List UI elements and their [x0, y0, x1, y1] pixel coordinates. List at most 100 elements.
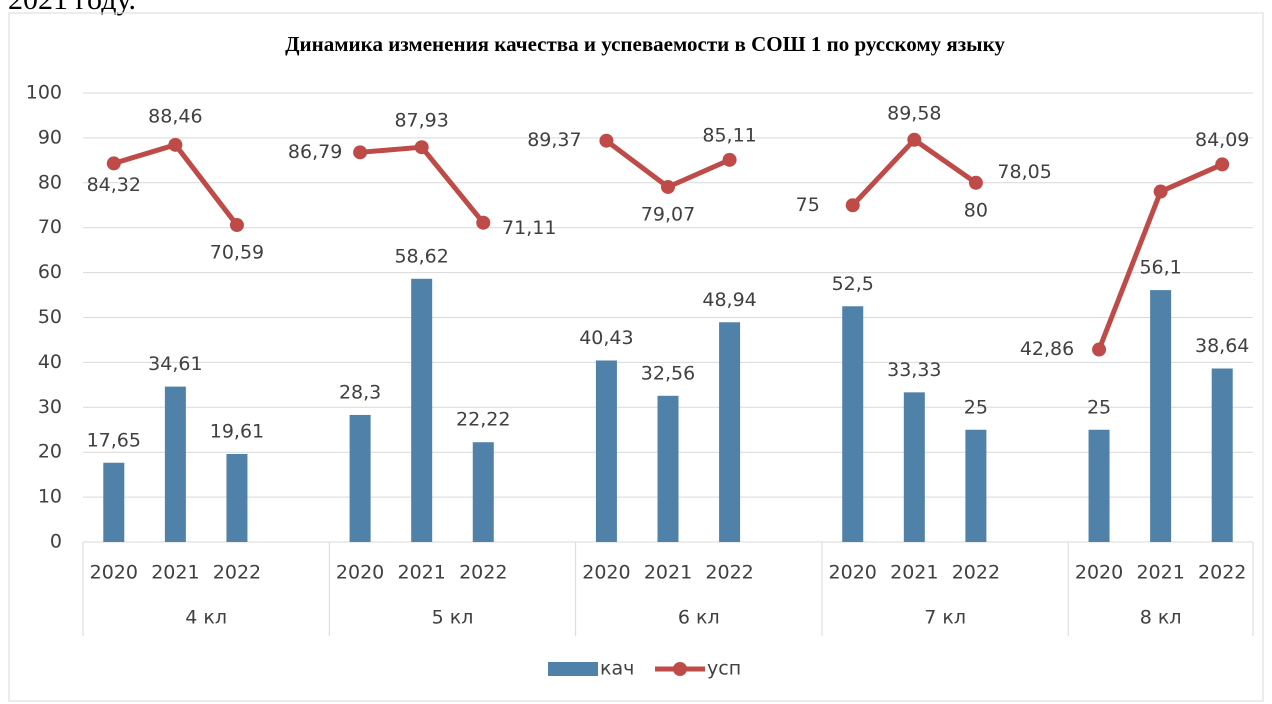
line-marker [907, 132, 922, 147]
bar [719, 322, 741, 542]
data-label: 42,86 [1020, 338, 1074, 360]
data-label: 52,5 [832, 273, 874, 295]
line-marker [1215, 157, 1230, 172]
x-tick-label: 2020 [582, 562, 630, 584]
x-tick-label: 2021 [151, 562, 199, 584]
line [113, 137, 1224, 351]
x-tick-label: 2020 [90, 562, 138, 584]
x-tick-label: 2022 [459, 562, 507, 584]
bar [1211, 368, 1233, 542]
line-marker [661, 179, 675, 194]
bar [1150, 290, 1172, 542]
bar [103, 462, 125, 542]
data-label: 22,22 [456, 409, 510, 431]
data-label: 79,07 [641, 203, 695, 225]
bar [842, 306, 864, 542]
group-label: 4 кл [185, 607, 227, 629]
bar [226, 453, 248, 542]
data-label: 33,33 [887, 359, 941, 381]
line-marker [1153, 184, 1168, 199]
data-label: 80 [964, 199, 988, 221]
caption: 2021 году. [8, 0, 136, 16]
data-label: 58,62 [394, 245, 448, 267]
group-label: 8 кл [1140, 607, 1182, 629]
y-tick-label: 20 [38, 441, 62, 463]
y-tick-label: 80 [38, 171, 62, 193]
chart-frame [8, 12, 1264, 702]
line-marker [229, 218, 244, 233]
bar [595, 360, 617, 542]
line-marker [168, 137, 183, 152]
y-tick-label: 40 [38, 351, 62, 373]
x-tick-label: 2020 [829, 562, 877, 584]
bar [472, 442, 494, 542]
line-marker [1092, 342, 1107, 357]
data-label: 32,56 [641, 362, 695, 384]
y-tick-label: 60 [38, 261, 62, 283]
data-label: 28,3 [339, 381, 381, 403]
data-label: 19,61 [210, 420, 264, 442]
group-label: 6 кл [678, 607, 720, 629]
chart-title: Динамика изменения качества и успеваемос… [285, 32, 1005, 56]
data-label: 17,65 [87, 429, 141, 451]
y-tick-label: 90 [38, 126, 62, 148]
legend-swatch [548, 662, 598, 676]
x-tick-label: 2022 [1198, 562, 1246, 584]
x-tick-label: 2021 [398, 562, 446, 584]
data-label: 87,93 [394, 110, 448, 132]
bar [164, 386, 186, 542]
data-label: 25 [1087, 396, 1111, 418]
legend-label: кач [600, 658, 634, 680]
y-tick-label: 70 [38, 216, 62, 238]
y-tick-label: 100 [26, 82, 62, 104]
line-marker [599, 133, 614, 148]
x-tick-label: 2020 [1075, 562, 1123, 584]
bar [965, 429, 987, 542]
data-label: 71,11 [502, 217, 556, 239]
x-tick-label: 2021 [890, 562, 938, 584]
line-marker [353, 145, 368, 160]
data-label: 86,79 [288, 141, 342, 163]
group-label: 5 кл [432, 607, 474, 629]
legend-label: усп [707, 658, 741, 680]
data-label: 88,46 [148, 105, 202, 127]
data-label: 89,37 [527, 129, 581, 151]
data-label: 84,32 [87, 174, 141, 196]
y-tick-label: 30 [38, 396, 62, 418]
bar [1088, 429, 1110, 542]
line-marker [968, 175, 983, 190]
x-tick-label: 2020 [336, 562, 384, 584]
x-tick-label: 2021 [1136, 562, 1184, 584]
bar [411, 278, 433, 542]
data-label: 70,59 [210, 242, 264, 264]
data-label: 34,61 [148, 353, 202, 375]
line-marker [722, 152, 737, 167]
data-label: 48,94 [702, 289, 756, 311]
data-label: 85,11 [702, 124, 756, 146]
data-label: 38,64 [1195, 335, 1249, 357]
x-tick-label: 2022 [705, 562, 753, 584]
data-label: 25 [964, 396, 988, 418]
line-marker [476, 215, 491, 230]
bar [349, 414, 371, 542]
x-tick-label: 2022 [952, 562, 1000, 584]
line-marker [414, 140, 429, 155]
data-label: 89,58 [887, 102, 941, 124]
bar [903, 392, 925, 542]
data-label: 40,43 [579, 327, 633, 349]
y-tick-label: 0 [50, 531, 62, 553]
data-label: 75 [796, 194, 820, 216]
data-label: 78,05 [997, 161, 1051, 183]
y-tick-label: 10 [38, 486, 62, 508]
legend-marker [673, 662, 687, 676]
bar [657, 395, 679, 542]
data-label: 84,09 [1195, 129, 1249, 151]
x-tick-label: 2022 [213, 562, 261, 584]
group-label: 7 кл [924, 607, 966, 629]
line-marker [106, 156, 121, 171]
x-tick-label: 2021 [644, 562, 692, 584]
y-tick-label: 50 [38, 306, 62, 328]
line-marker [845, 198, 860, 213]
data-label: 56,1 [1139, 257, 1181, 279]
